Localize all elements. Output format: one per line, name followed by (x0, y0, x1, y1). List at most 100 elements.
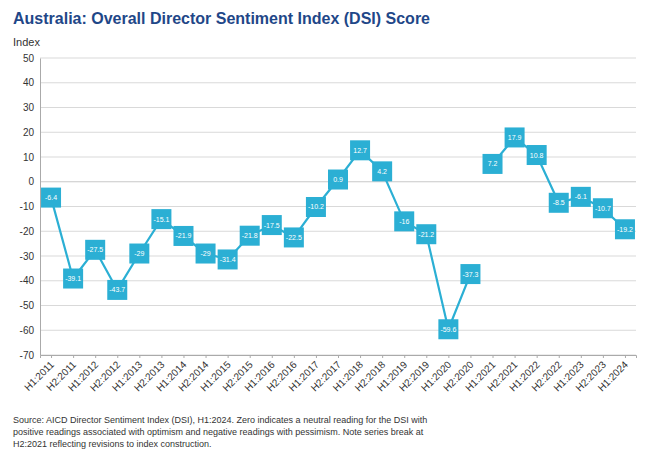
x-tick-mark (95, 355, 96, 358)
y-tick-label: -20 (20, 226, 35, 237)
y-tick: 0 (28, 176, 40, 187)
y-tick: -50 (20, 300, 40, 311)
chart: Australia: Overall Director Sentiment In… (0, 0, 650, 455)
marker (483, 154, 503, 174)
marker (107, 280, 127, 300)
y-tick: 20 (23, 127, 40, 138)
y-tick-label: -60 (20, 325, 35, 336)
x-tick-mark (73, 355, 74, 358)
marker (416, 224, 436, 244)
x-tick-mark (382, 355, 383, 358)
data-label: 4.2 (377, 168, 387, 175)
y-tick: -70 (20, 350, 40, 361)
x-tick-mark (537, 355, 538, 358)
marker (284, 227, 304, 247)
x-tick-mark (603, 355, 604, 358)
data-label: 12.7 (353, 147, 367, 154)
y-axis: -70-60-50-40-30-20-1001020304050 (20, 53, 41, 361)
marker (460, 264, 480, 284)
x-tick-mark (316, 355, 317, 358)
line (51, 150, 470, 329)
y-tick-label: -10 (20, 201, 35, 212)
data-label: -19.2 (617, 226, 633, 233)
y-axis-line (40, 59, 41, 356)
data-labels: -6.4-39.1-27.5-43.7-29-15.1-21.9-29-31.4… (45, 134, 633, 333)
x-tick-mark (117, 355, 118, 358)
data-label: 17.9 (508, 134, 522, 141)
y-tick-label: 0 (28, 176, 34, 187)
data-label: -31.4 (220, 256, 236, 263)
x-tick-mark (559, 355, 560, 358)
data-label: -8.5 (553, 199, 565, 206)
x-tick-mark (206, 355, 207, 358)
marker (151, 209, 171, 229)
source-line: H2:2021 reflecting revisions to index co… (13, 439, 212, 449)
marker (262, 215, 282, 235)
marker (85, 240, 105, 260)
marker (394, 211, 414, 231)
x-tick-mark (183, 355, 184, 358)
marker (615, 219, 635, 239)
y-tick: 40 (23, 77, 40, 88)
data-label: -22.5 (286, 234, 302, 241)
grid-line (40, 132, 636, 133)
marker (593, 198, 613, 218)
marker (372, 161, 392, 181)
y-tick-label: 30 (23, 102, 35, 113)
title: Australia: Overall Director Sentiment In… (13, 10, 430, 27)
y-tick: -40 (20, 275, 40, 286)
data-label: -29 (200, 250, 210, 257)
marker (571, 187, 591, 207)
x-tick-mark (470, 355, 471, 358)
source-line: Source: AICD Director Sentiment Index (D… (13, 415, 427, 425)
source: Source: AICD Director Sentiment Index (D… (13, 415, 427, 449)
y-tick-label: 20 (23, 127, 35, 138)
data-label: -15.1 (153, 216, 169, 223)
data-label: -29 (134, 250, 144, 257)
marker (173, 226, 193, 246)
data-label: -21.9 (175, 232, 191, 239)
marker (328, 170, 348, 190)
x-tick-mark (250, 355, 251, 358)
data-label: -59.6 (440, 326, 456, 333)
marker (306, 197, 326, 217)
x-tick-mark (493, 355, 494, 358)
y-tick-label: -40 (20, 275, 35, 286)
data-label: -6.1 (575, 193, 587, 200)
marker (196, 244, 216, 264)
data-label: -21.8 (242, 232, 258, 239)
data-label: 0.9 (333, 176, 343, 183)
y-tick-label: -70 (20, 350, 35, 361)
marker (63, 269, 83, 289)
y-tick: -60 (20, 325, 40, 336)
data-label: -17.5 (264, 222, 280, 229)
grid-line (40, 280, 636, 281)
data-label: -37.3 (462, 271, 478, 278)
y-tick-label: 50 (23, 53, 35, 64)
data-label: -16 (399, 218, 409, 225)
marker (41, 188, 61, 208)
data-label: -10.2 (308, 203, 324, 210)
marker (505, 127, 525, 147)
x-tick-mark (228, 355, 229, 358)
marker (240, 226, 260, 246)
marker (527, 145, 547, 165)
marker (129, 244, 149, 264)
grid-line (40, 107, 636, 108)
grid-line (40, 231, 636, 232)
x-axis-line (41, 356, 637, 359)
data-label: -10.7 (595, 205, 611, 212)
marker (438, 319, 458, 339)
grid-line (40, 58, 636, 59)
marker (218, 249, 238, 269)
y-tick-label: -30 (20, 251, 35, 262)
y-tick: 50 (23, 53, 40, 64)
data-label: -39.1 (65, 275, 81, 282)
grid-line (40, 305, 636, 306)
x-tick-mark (404, 355, 405, 358)
y-tick-label: -50 (20, 300, 35, 311)
data-label: 10.8 (530, 152, 544, 159)
x-tick-mark (139, 355, 140, 358)
x-tick-mark (515, 355, 516, 358)
line (493, 137, 625, 229)
